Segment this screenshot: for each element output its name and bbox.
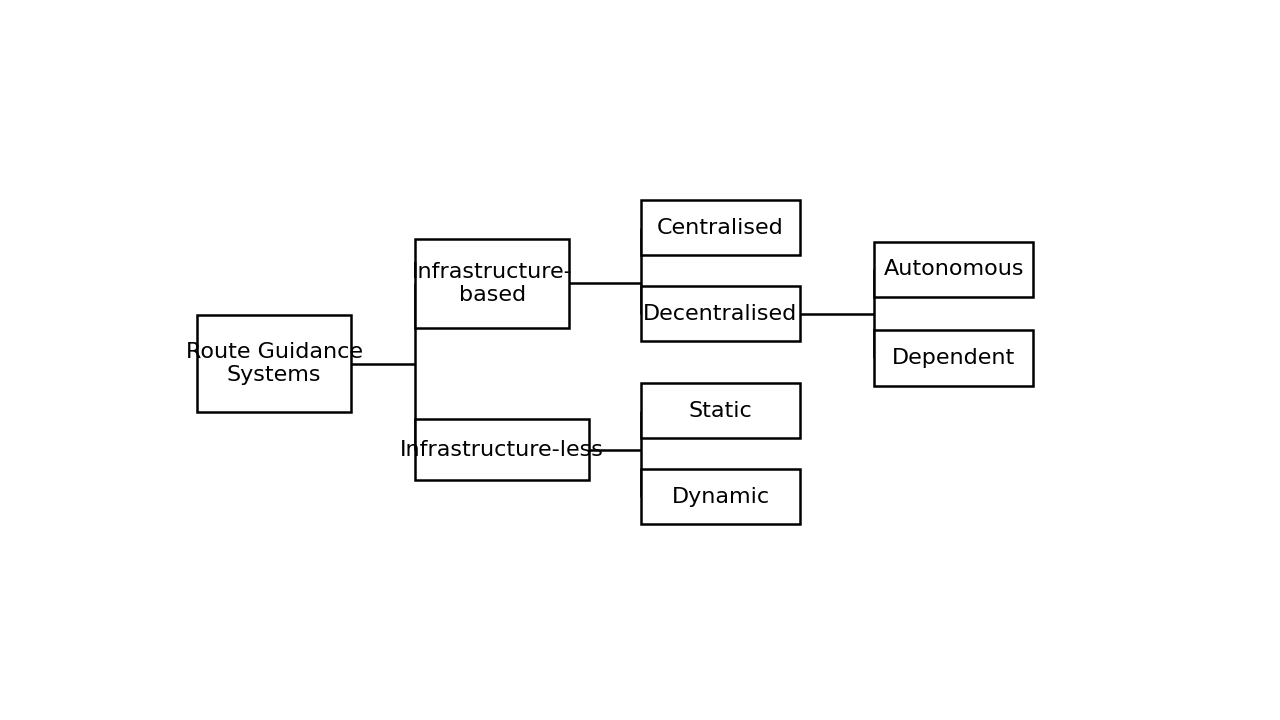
FancyBboxPatch shape	[641, 469, 800, 524]
Text: Decentralised: Decentralised	[644, 304, 797, 324]
FancyBboxPatch shape	[416, 419, 589, 480]
FancyBboxPatch shape	[641, 383, 800, 438]
FancyBboxPatch shape	[874, 242, 1033, 297]
Text: Dependent: Dependent	[892, 348, 1015, 368]
Text: Dynamic: Dynamic	[672, 487, 769, 507]
Text: Static: Static	[689, 401, 753, 420]
FancyBboxPatch shape	[197, 315, 351, 412]
FancyBboxPatch shape	[416, 239, 570, 328]
Text: Route Guidance
Systems: Route Guidance Systems	[186, 342, 362, 385]
Text: Autonomous: Autonomous	[883, 259, 1024, 279]
FancyBboxPatch shape	[874, 330, 1033, 386]
Text: Infrastructure-less: Infrastructure-less	[401, 439, 604, 459]
Text: Centralised: Centralised	[657, 217, 783, 238]
FancyBboxPatch shape	[641, 286, 800, 341]
FancyBboxPatch shape	[641, 200, 800, 256]
Text: Infrastructure-
based: Infrastructure- based	[412, 261, 572, 305]
